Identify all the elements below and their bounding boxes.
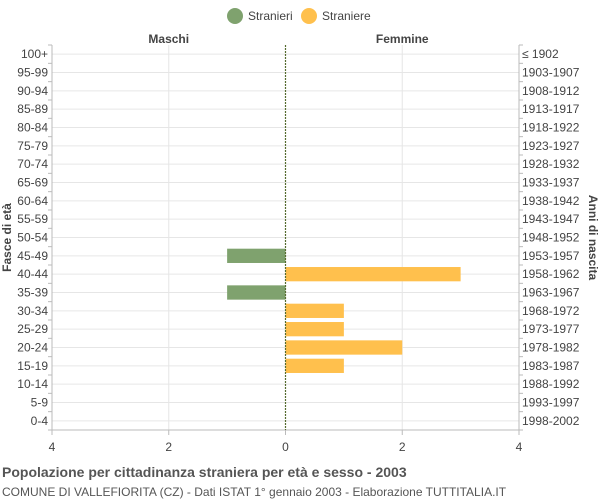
left-header-maschi: Maschi [148, 32, 189, 46]
x-tick-label: 2 [399, 440, 406, 454]
birth-year-labels: ≤ 1902 1903-1907 1908-1912 1913-1917 1918-19… [522, 47, 580, 428]
bars [227, 248, 461, 373]
right-header-femmine: Femmine [376, 32, 429, 46]
age-group-label: 40-44 [17, 267, 48, 281]
age-group-label: 60-64 [17, 194, 48, 208]
age-group-label: 15-19 [17, 359, 48, 373]
age-group-label: 75-79 [17, 139, 48, 153]
age-group-label: 20-24 [17, 341, 48, 355]
birth-year-label: 1973-1977 [522, 322, 580, 336]
birth-year-label: 1913-1917 [522, 102, 580, 116]
age-group-label: 50-54 [17, 231, 48, 245]
legend-label-straniere: Straniere [322, 9, 371, 23]
axes [48, 44, 523, 435]
birth-year-label: 1918-1922 [522, 121, 580, 135]
birth-year-label: 1933-1937 [522, 176, 580, 190]
birth-year-label: 1928-1932 [522, 157, 580, 171]
age-group-label: 85-89 [17, 102, 48, 116]
bar-male-45-49 [227, 248, 286, 263]
x-tick-label: 0 [282, 440, 289, 454]
birth-year-label: 1968-1972 [522, 304, 580, 318]
bar-female-40-44 [285, 267, 461, 282]
age-group-label: 30-34 [17, 304, 48, 318]
age-group-label: 10-14 [17, 377, 48, 391]
bar-female-25-29 [285, 322, 344, 337]
birth-year-label: 1988-1992 [522, 377, 580, 391]
legend-marker-straniere [301, 8, 317, 24]
age-group-label: 55-59 [17, 212, 48, 226]
x-tick-label: 4 [49, 440, 56, 454]
x-tick-label: 4 [516, 440, 523, 454]
birth-year-label: 1998-2002 [522, 414, 580, 428]
age-group-label: 5-9 [31, 396, 49, 410]
bar-female-20-24 [285, 340, 403, 355]
birth-year-label: 1953-1957 [522, 249, 580, 263]
age-group-label: 80-84 [17, 121, 48, 135]
legend-label-stranieri: Stranieri [248, 9, 293, 23]
y-axis-label-left: Fasce di età [0, 203, 14, 272]
age-group-label: 25-29 [17, 322, 48, 336]
legend: Stranieri Straniere [227, 8, 371, 24]
birth-year-label: 1948-1952 [522, 231, 580, 245]
bar-male-35-39 [227, 285, 286, 300]
birth-year-label: 1993-1997 [522, 396, 580, 410]
birth-year-label: 1978-1982 [522, 341, 580, 355]
age-group-label: 35-39 [17, 286, 48, 300]
chart-title: Popolazione per cittadinanza straniera p… [2, 464, 407, 480]
chart-subtitle: COMUNE DI VALLEFIORITA (CZ) - Dati ISTAT… [2, 485, 507, 499]
birth-year-label: 1983-1987 [522, 359, 580, 373]
birth-year-label: 1908-1912 [522, 84, 580, 98]
age-group-label: 95-99 [17, 66, 48, 80]
age-group-label: 100+ [21, 47, 48, 61]
age-group-label: 90-94 [17, 84, 48, 98]
birth-year-label: 1943-1947 [522, 212, 580, 226]
legend-marker-stranieri [227, 8, 243, 24]
age-group-label: 65-69 [17, 176, 48, 190]
birth-year-label: 1963-1967 [522, 286, 580, 300]
bar-female-15-19 [285, 358, 344, 373]
bar-female-30-34 [285, 303, 344, 318]
y-axis-label-right: Anni di nascita [586, 195, 600, 281]
birth-year-label: 1923-1927 [522, 139, 580, 153]
birth-year-label: 1938-1942 [522, 194, 580, 208]
age-group-labels: 100+ 95-99 90-94 85-89 80-84 75-79 70-74 65-69 6… [17, 47, 48, 428]
age-group-label: 70-74 [17, 157, 48, 171]
age-group-label: 0-4 [31, 414, 49, 428]
birth-year-label: 1903-1907 [522, 66, 580, 80]
age-group-label: 45-49 [17, 249, 48, 263]
x-tick-label: 2 [165, 440, 172, 454]
x-tick-labels: 4 2 0 2 4 [49, 440, 523, 454]
birth-year-label: ≤ 1902 [522, 47, 559, 61]
birth-year-label: 1958-1962 [522, 267, 580, 281]
